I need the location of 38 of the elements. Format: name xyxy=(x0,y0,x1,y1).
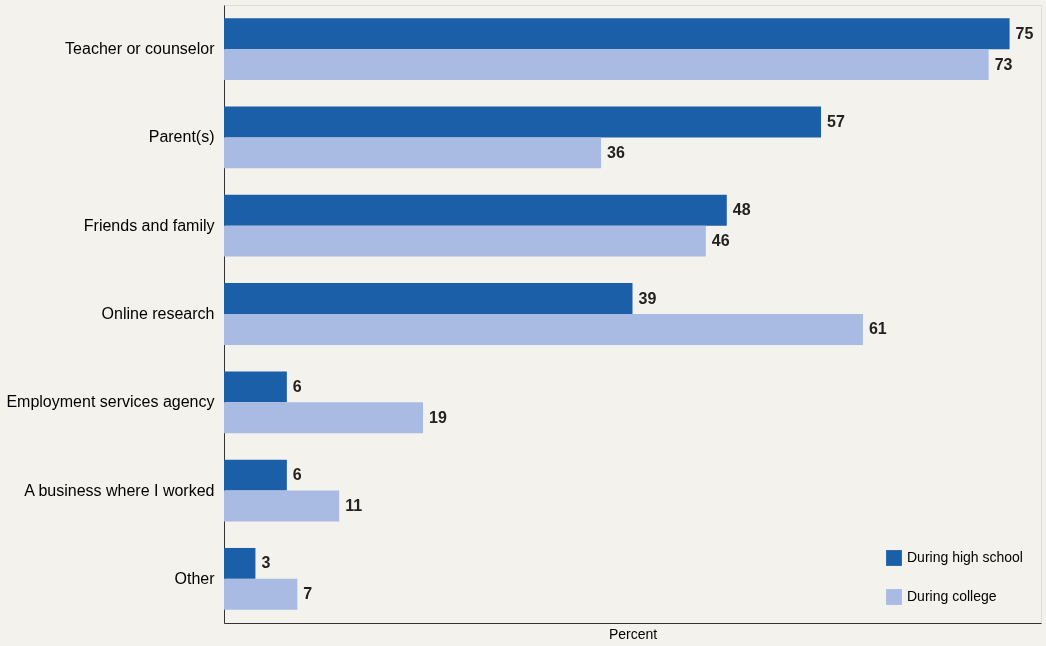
y-tick-label: Employment services agency xyxy=(6,393,215,411)
bar xyxy=(224,106,822,138)
data-label: 11 xyxy=(345,497,363,515)
bar xyxy=(224,314,863,345)
data-label: 57 xyxy=(827,112,845,130)
data-label: 39 xyxy=(638,289,657,307)
data-label: 36 xyxy=(607,143,625,161)
data-label: 6 xyxy=(292,466,302,484)
x-axis-title: Percent xyxy=(608,625,658,642)
y-tick-label: Other xyxy=(174,569,216,587)
y-tick-label: Friends and family xyxy=(83,216,215,234)
data-label: 7 xyxy=(303,585,313,603)
bar xyxy=(224,18,1010,50)
y-tick-label: Teacher or counselor xyxy=(65,40,216,58)
bar xyxy=(224,225,706,257)
data-label: 19 xyxy=(429,408,447,426)
data-label: 48 xyxy=(732,201,751,219)
bar xyxy=(224,402,424,434)
bar xyxy=(224,194,727,226)
legend-label: During high school xyxy=(907,549,1023,565)
legend-label: During college xyxy=(907,588,997,604)
data-label: 75 xyxy=(1015,24,1034,42)
data-label: 3 xyxy=(261,554,271,572)
bar xyxy=(224,137,602,169)
y-tick-label: Parent(s) xyxy=(148,128,215,146)
data-label: 46 xyxy=(711,232,730,250)
y-tick-label: Online research xyxy=(101,305,215,322)
bar xyxy=(224,283,633,314)
bar xyxy=(224,490,340,522)
bar xyxy=(224,371,287,403)
bar xyxy=(224,578,298,610)
bar xyxy=(224,547,256,579)
bar xyxy=(224,49,989,81)
bar xyxy=(224,459,287,491)
data-label: 61 xyxy=(868,320,887,338)
y-tick-label: A business where I worked xyxy=(24,481,215,499)
data-label: 6 xyxy=(292,377,302,395)
data-label: 73 xyxy=(994,55,1013,73)
